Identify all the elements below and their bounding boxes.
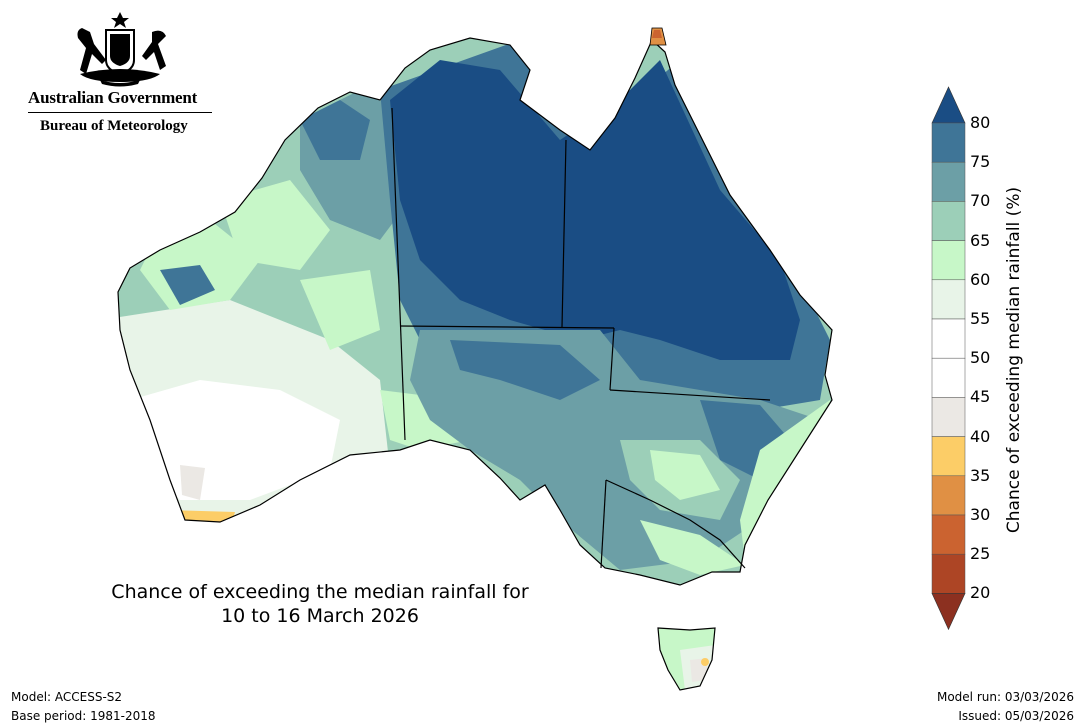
legend-tick-label: 40 xyxy=(970,426,991,446)
mainland-shading xyxy=(118,38,832,585)
legend-arrow-bottom xyxy=(931,593,966,631)
legend-swatch xyxy=(931,397,966,437)
map-title-line1: Chance of exceeding the median rainfall … xyxy=(111,581,529,603)
map-title-line2: 10 to 16 March 2026 xyxy=(221,605,419,627)
legend-swatch xyxy=(931,122,966,163)
issued-date: Issued: 05/03/2026 xyxy=(958,709,1074,723)
state-borders xyxy=(391,107,771,569)
map-title: Chance of exceeding the median rainfall … xyxy=(60,580,580,628)
legend-title: Chance of exceeding median rainfall (%) xyxy=(1004,186,1024,534)
legend-arrow-top xyxy=(931,86,966,124)
legend-tick-label: 45 xyxy=(970,387,991,407)
legend-tick-label: 70 xyxy=(970,191,991,211)
legend-swatch xyxy=(931,553,966,594)
legend-swatch xyxy=(931,318,966,359)
legend-swatch xyxy=(931,436,966,477)
agency-name: Australian Government xyxy=(28,88,198,107)
legend-tick-label: 65 xyxy=(970,230,991,250)
legend-tick-label: 50 xyxy=(970,348,991,368)
legend-tick-label: 60 xyxy=(970,269,991,289)
legend-swatch xyxy=(931,475,966,516)
model-name: Model: ACCESS-S2 xyxy=(11,690,123,704)
legend-tick-label: 25 xyxy=(970,544,991,564)
base-period: Base period: 1981-2018 xyxy=(11,709,156,723)
legend-swatch xyxy=(931,279,966,320)
legend-tick-label: 30 xyxy=(970,505,991,524)
legend-swatch xyxy=(931,514,966,555)
coat-of-arms-logo xyxy=(77,12,166,87)
legend-swatch xyxy=(931,201,966,241)
legend-tick-label: 80 xyxy=(970,113,991,132)
legend-tick-label: 55 xyxy=(970,309,991,328)
legend-tick-label: 35 xyxy=(970,465,991,485)
color-bar xyxy=(931,86,966,631)
legend-tick-label: 75 xyxy=(970,152,991,172)
bureau-name: Bureau of Meteorology xyxy=(40,118,188,134)
divider xyxy=(28,112,212,113)
model-run: Model run: 03/03/2026 xyxy=(936,690,1074,704)
legend-tick-label: 20 xyxy=(970,583,991,603)
legend-swatch xyxy=(931,357,966,398)
legend-swatch xyxy=(931,240,966,281)
legend-swatch xyxy=(931,161,966,202)
